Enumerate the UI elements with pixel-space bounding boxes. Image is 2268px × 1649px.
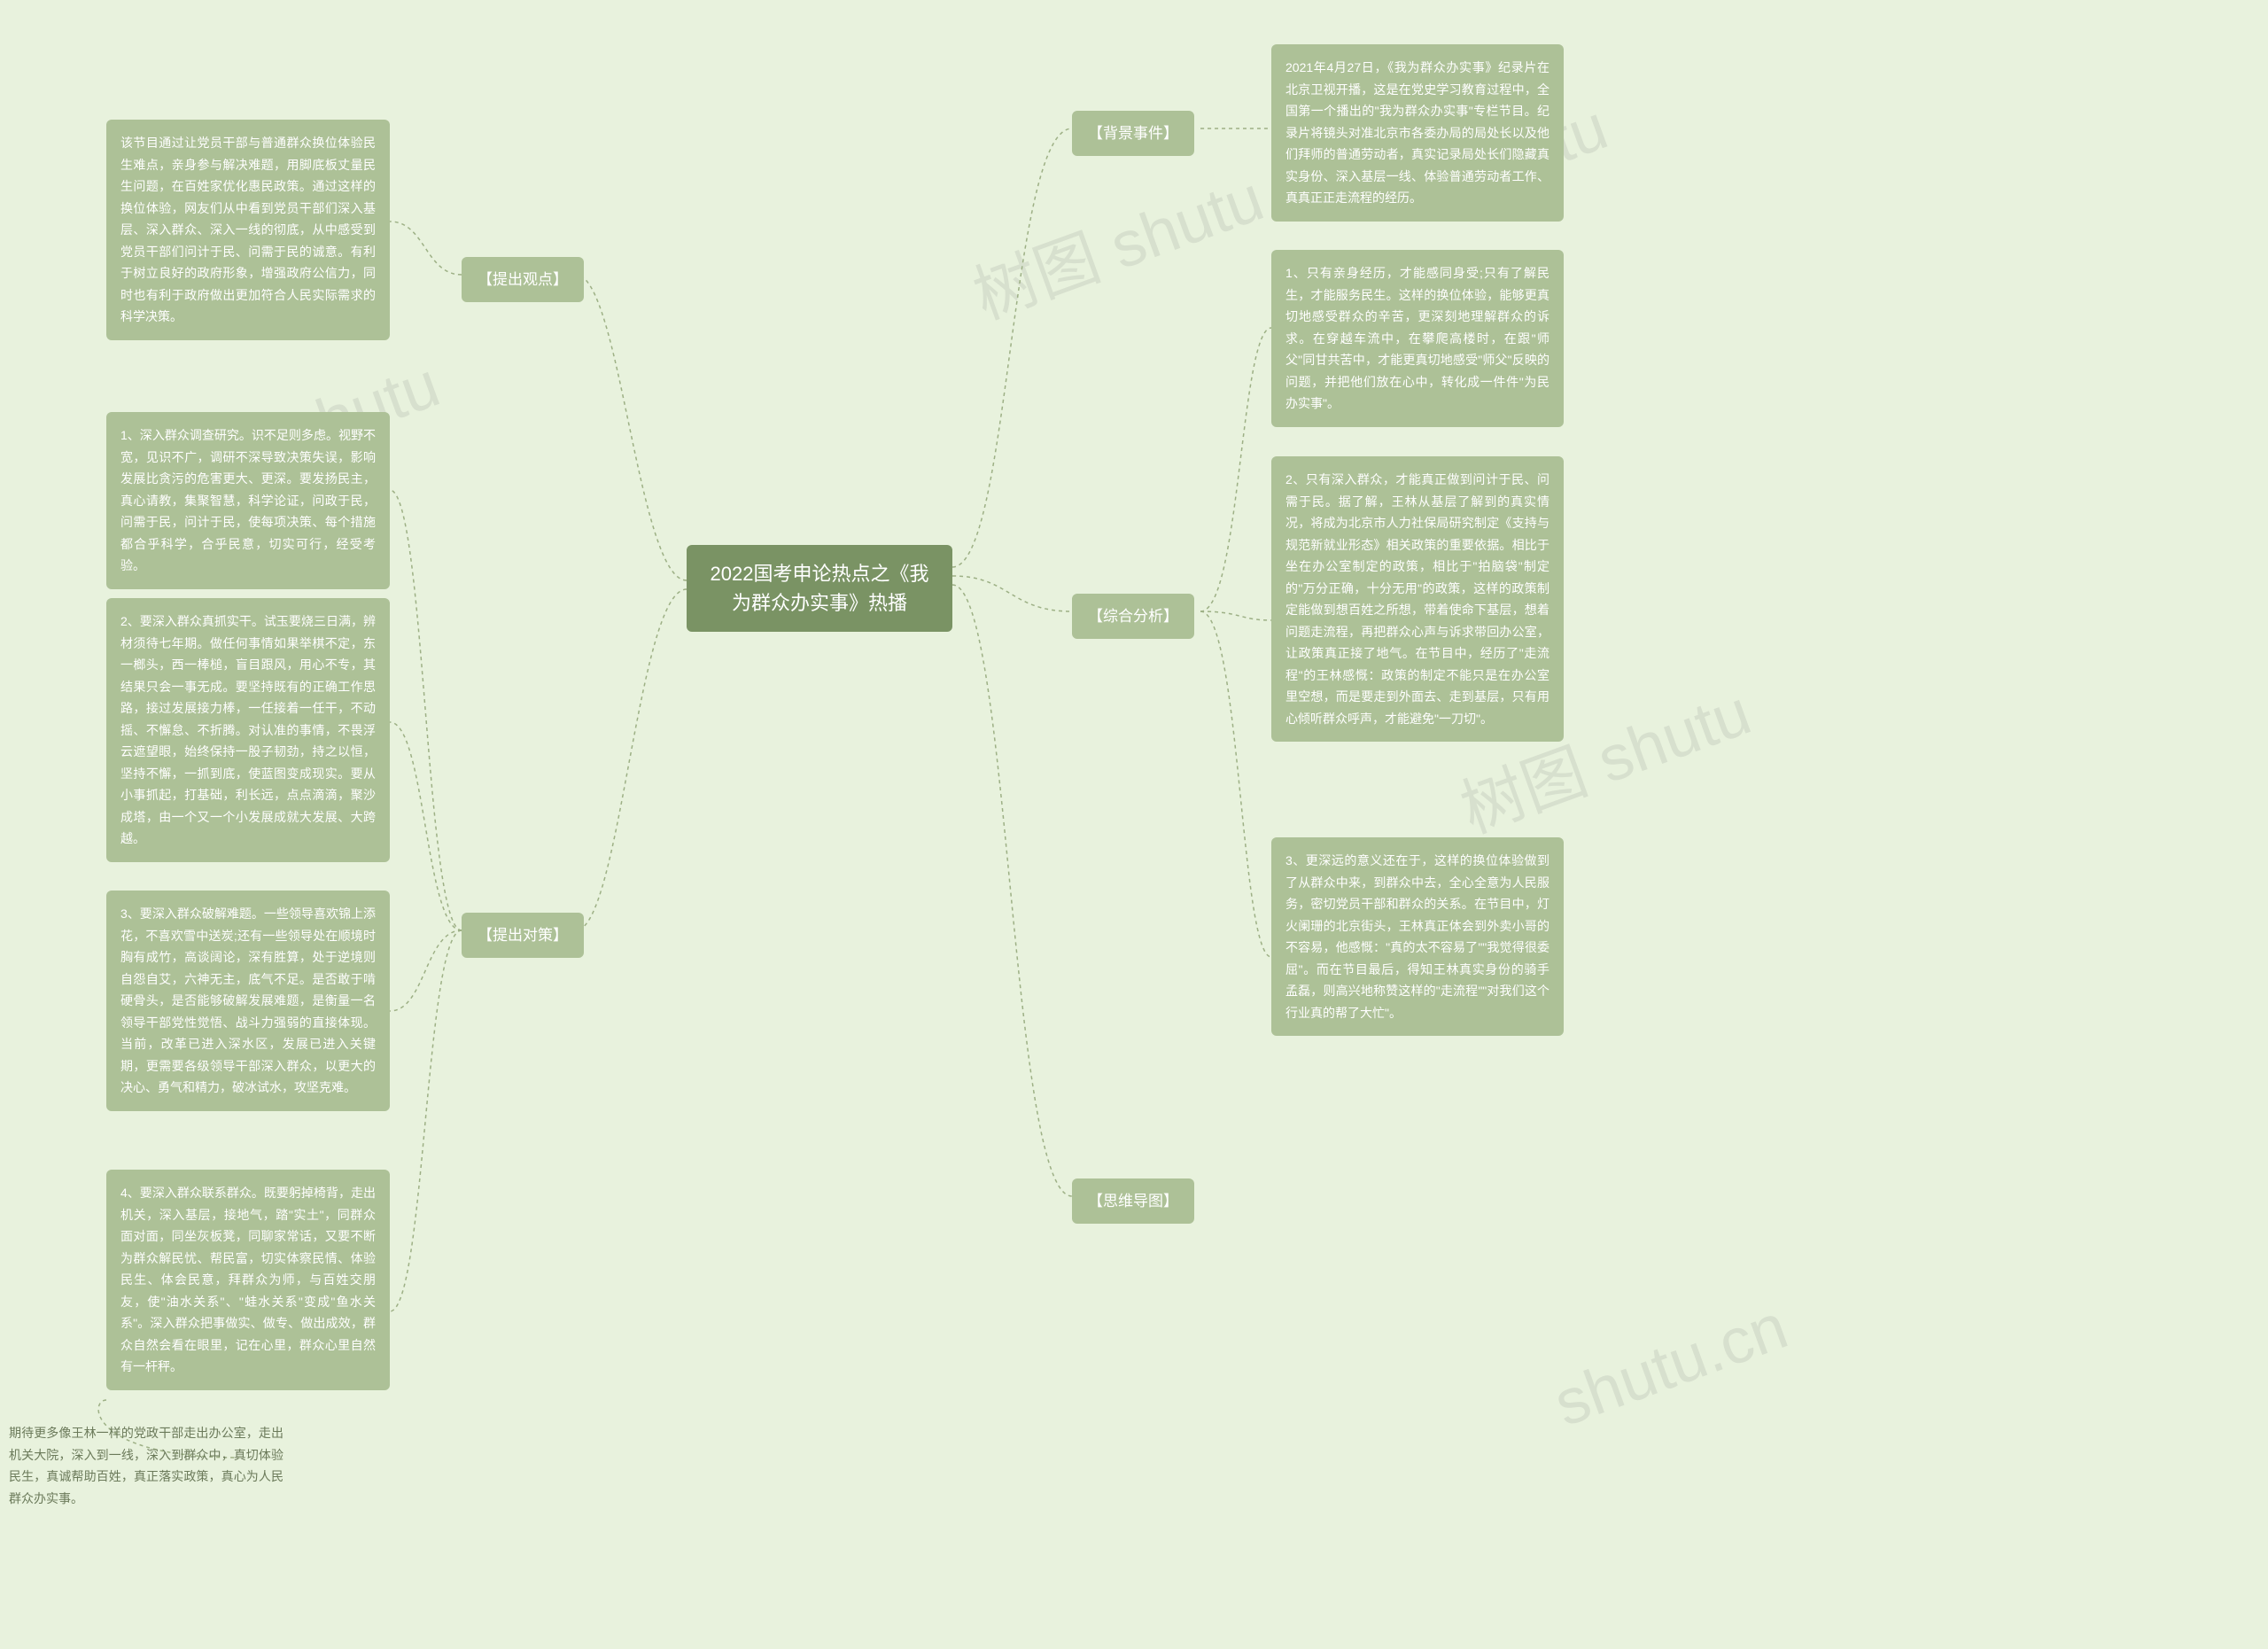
branch-analysis: 【综合分析】: [1072, 594, 1194, 639]
branch-background: 【背景事件】: [1072, 111, 1194, 156]
mindmap-root: 2022国考申论热点之《我 为群众办实事》热播: [687, 545, 952, 632]
leaf-viewpoint-1: 该节目通过让党员干部与普通群众换位体验民生难点，亲身参与解决难题，用脚底板丈量民…: [106, 120, 390, 340]
leaf-counter-1: 1、深入群众调查研究。识不足则多虑。视野不宽，见识不广，调研不深导致决策失误，影…: [106, 412, 390, 589]
leaf-background-1: 2021年4月27日，《我为群众办实事》纪录片在北京卫视开播，这是在党史学习教育…: [1271, 44, 1564, 222]
branch-mindmap: 【思维导图】: [1072, 1178, 1194, 1224]
leaf-counter-3: 3、要深入群众破解难题。一些领导喜欢锦上添花，不喜欢雪中送炭;还有一些领导处在顺…: [106, 891, 390, 1111]
watermark: shutu.cn: [1545, 1290, 1797, 1441]
watermark: 树图 shutu: [959, 146, 1274, 337]
root-title-line2: 为群众办实事》热播: [732, 592, 907, 614]
leaf-analysis-1: 1、只有亲身经历，才能感同身受;只有了解民生，才能服务民生。这样的换位体验，能够…: [1271, 250, 1564, 427]
leaf-counter-4: 4、要深入群众联系群众。既要躬掉椅背，走出机关，深入基层，接地气，踏"实土"，同…: [106, 1170, 390, 1390]
branch-countermeasure: 【提出对策】: [462, 913, 584, 958]
root-title-line1: 2022国考申论热点之《我: [711, 563, 929, 585]
leaf-analysis-2: 2、只有深入群众，才能真正做到问计于民、问需于民。据了解，王林从基层了解到的真实…: [1271, 456, 1564, 742]
branch-viewpoint: 【提出观点】: [462, 257, 584, 302]
leaf-counter-2: 2、要深入群众真抓实干。试玉要烧三日满，辨材须待七年期。做任何事情如果举棋不定，…: [106, 598, 390, 862]
leaf-analysis-3: 3、更深远的意义还在于，这样的换位体验做到了从群众中来，到群众中去，全心全意为人…: [1271, 837, 1564, 1036]
leaf-plain-conclusion: 期待更多像王林一样的党政干部走出办公室，走出机关大院，深入到一线，深入到群众中，…: [9, 1422, 284, 1509]
